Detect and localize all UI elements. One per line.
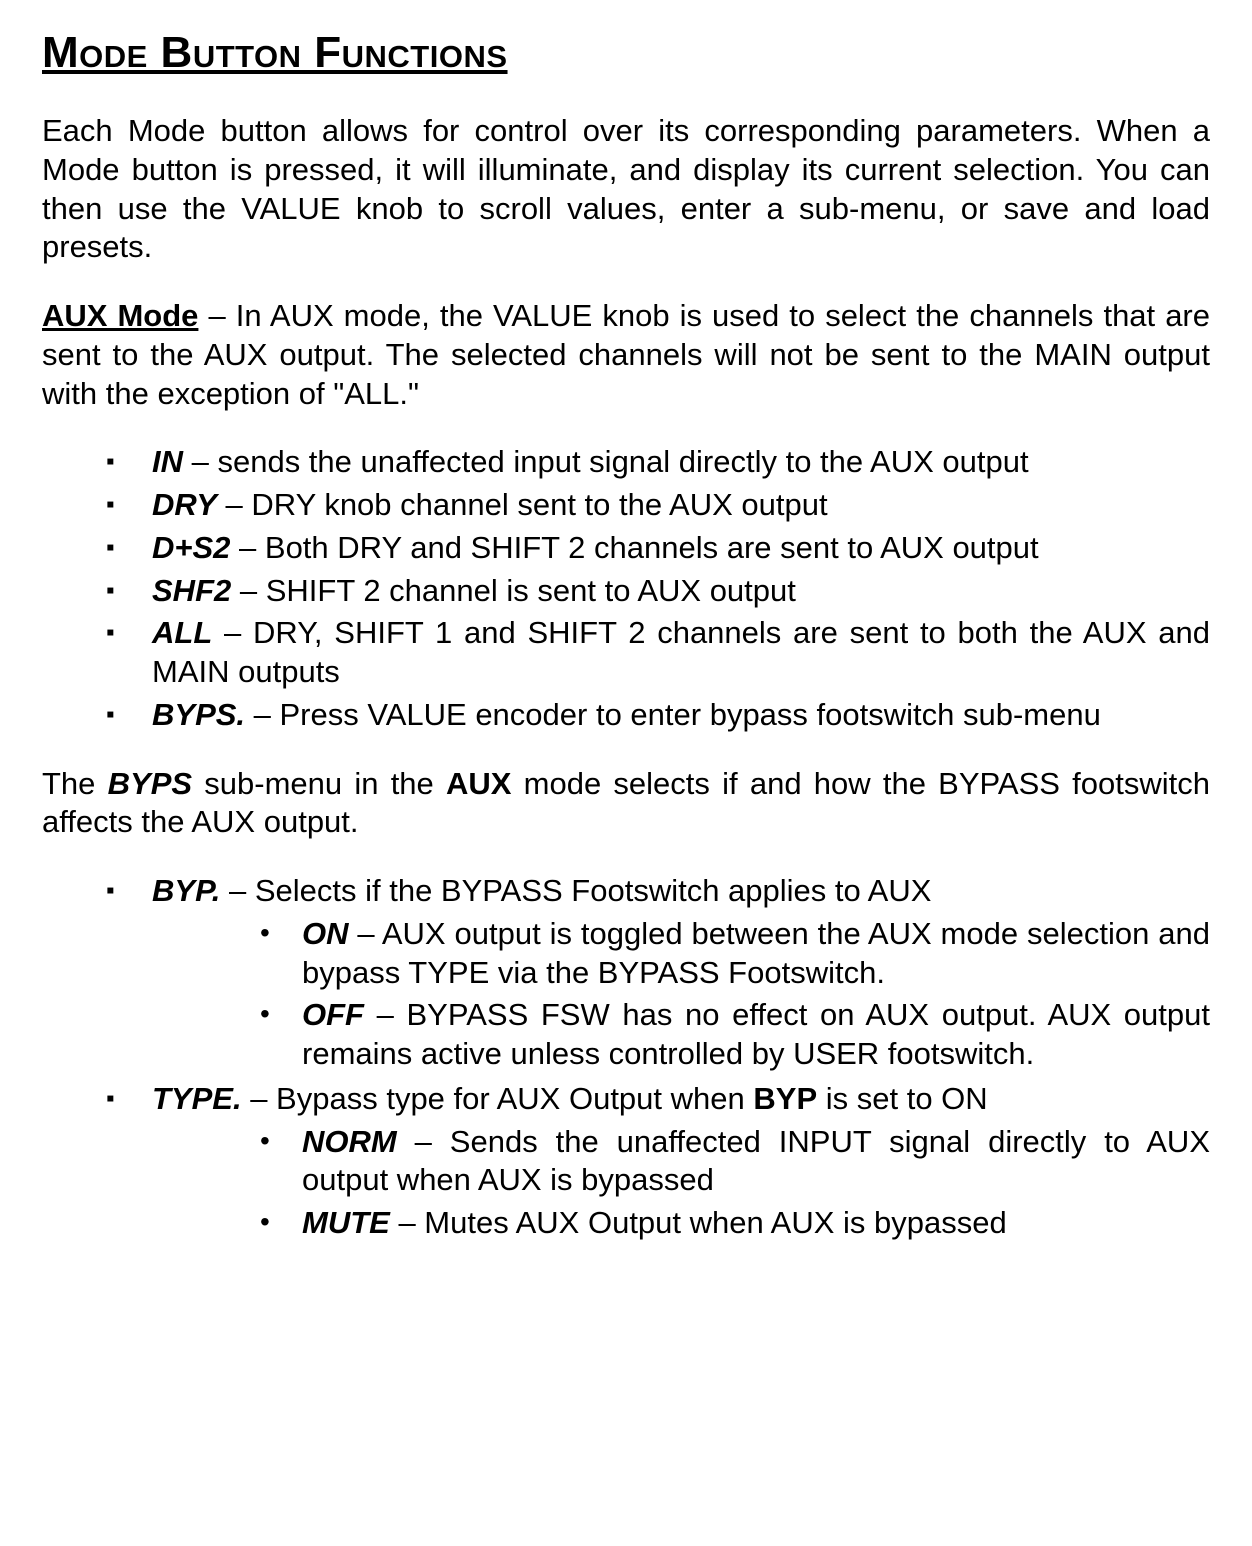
desc: – Sends the unaffected INPUT signal dire… bbox=[302, 1124, 1210, 1198]
sub-list: NORM – Sends the unaffected INPUT signal… bbox=[152, 1123, 1210, 1243]
list-item: NORM – Sends the unaffected INPUT signal… bbox=[152, 1123, 1210, 1201]
byps-intro-paragraph: The BYPS sub-menu in the AUX mode select… bbox=[42, 765, 1210, 843]
term-byps: BYPS. bbox=[152, 697, 245, 732]
desc: – sends the unaffected input signal dire… bbox=[183, 444, 1029, 479]
term-on: ON bbox=[302, 916, 349, 951]
list-item: DRY – DRY knob channel sent to the AUX o… bbox=[42, 486, 1210, 525]
desc: – Both DRY and SHIFT 2 channels are sent… bbox=[230, 530, 1038, 565]
desc: – Bypass type for AUX Output when bbox=[242, 1081, 754, 1116]
byps-list: BYP. – Selects if the BYPASS Footswitch … bbox=[42, 872, 1210, 1243]
term-shf2: SHF2 bbox=[152, 573, 231, 608]
desc: – Press VALUE encoder to enter bypass fo… bbox=[245, 697, 1101, 732]
desc: – SHIFT 2 channel is sent to AUX output bbox=[231, 573, 796, 608]
desc: is set to ON bbox=[817, 1081, 988, 1116]
list-item: ON – AUX output is toggled between the A… bbox=[152, 915, 1210, 993]
aux-mode-desc: – In AUX mode, the VALUE knob is used to… bbox=[42, 298, 1210, 411]
aux-mode-heading: AUX Mode bbox=[42, 298, 198, 333]
desc: – DRY knob channel sent to the AUX outpu… bbox=[217, 487, 828, 522]
intro-paragraph: Each Mode button allows for control over… bbox=[42, 112, 1210, 267]
page-title: Mode Button Functions bbox=[42, 28, 1210, 78]
term-ds2: D+S2 bbox=[152, 530, 230, 565]
term-off: OFF bbox=[302, 997, 364, 1032]
text: sub-menu in the bbox=[192, 766, 446, 801]
list-item: IN – sends the unaffected input signal d… bbox=[42, 443, 1210, 482]
term-byp-inline: BYP bbox=[753, 1081, 817, 1116]
list-item: TYPE. – Bypass type for AUX Output when … bbox=[42, 1080, 1210, 1243]
sub-list: ON – AUX output is toggled between the A… bbox=[152, 915, 1210, 1074]
term-all: ALL bbox=[152, 615, 212, 650]
aux-mode-list: IN – sends the unaffected input signal d… bbox=[42, 443, 1210, 734]
list-item: BYP. – Selects if the BYPASS Footswitch … bbox=[42, 872, 1210, 1074]
aux-mode-paragraph: AUX Mode – In AUX mode, the VALUE knob i… bbox=[42, 297, 1210, 413]
term-in: IN bbox=[152, 444, 183, 479]
document-page: Mode Button Functions Each Mode button a… bbox=[0, 0, 1252, 1546]
term-byp: BYP. bbox=[152, 873, 220, 908]
term-mute: MUTE bbox=[302, 1205, 390, 1240]
desc: – AUX output is toggled between the AUX … bbox=[302, 916, 1210, 990]
term-type: TYPE. bbox=[152, 1081, 242, 1116]
desc: – DRY, SHIFT 1 and SHIFT 2 channels are … bbox=[152, 615, 1210, 689]
list-item: ALL – DRY, SHIFT 1 and SHIFT 2 channels … bbox=[42, 614, 1210, 692]
desc: – Mutes AUX Output when AUX is bypassed bbox=[390, 1205, 1007, 1240]
desc: – BYPASS FSW has no effect on AUX output… bbox=[302, 997, 1210, 1071]
list-item: OFF – BYPASS FSW has no effect on AUX ou… bbox=[152, 996, 1210, 1074]
list-item: SHF2 – SHIFT 2 channel is sent to AUX ou… bbox=[42, 572, 1210, 611]
text: The bbox=[42, 766, 108, 801]
term-dry: DRY bbox=[152, 487, 217, 522]
term-norm: NORM bbox=[302, 1124, 397, 1159]
term-aux: AUX bbox=[446, 766, 511, 801]
list-item: BYPS. – Press VALUE encoder to enter byp… bbox=[42, 696, 1210, 735]
term-byps: BYPS bbox=[108, 766, 192, 801]
list-item: MUTE – Mutes AUX Output when AUX is bypa… bbox=[152, 1204, 1210, 1243]
desc: – Selects if the BYPASS Footswitch appli… bbox=[220, 873, 931, 908]
list-item: D+S2 – Both DRY and SHIFT 2 channels are… bbox=[42, 529, 1210, 568]
